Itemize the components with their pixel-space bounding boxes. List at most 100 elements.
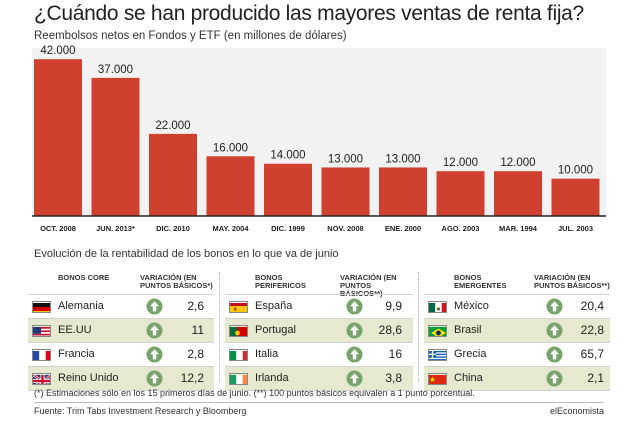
table-row: Grecia 65,7 — [424, 342, 610, 366]
country-name: Portugal — [255, 324, 296, 336]
country-name: Francia — [58, 348, 95, 360]
chart-subtitle: Reembolsos netos en Fondos y ETF (en mil… — [34, 30, 347, 42]
group-header: BONOS PERIFERICOS VARIACIÓN (EN PUNTOS BÁ… — [225, 270, 413, 298]
category-label: MAR. 1994 — [499, 224, 538, 233]
table-row: Francia 2,8 — [28, 342, 214, 366]
country-name: Brasil — [454, 324, 482, 336]
table-row: Portugal 28,6 — [225, 318, 413, 342]
country-name: China — [454, 372, 483, 384]
bar — [91, 77, 140, 216]
variation-value: 65,7 — [580, 347, 604, 361]
country-name: Italia — [255, 348, 279, 360]
bar-value-label: 16.000 — [213, 142, 248, 154]
category-label: DIC. 2010 — [156, 224, 190, 233]
country-name: Reino Unido — [58, 372, 119, 384]
table-row: España 9,9 — [225, 294, 413, 318]
bar-value-label: 42.000 — [40, 45, 75, 57]
it-flag-icon — [229, 349, 248, 361]
up-arrow-icon — [146, 346, 163, 363]
up-arrow-icon — [346, 322, 363, 339]
variation-value: 16 — [388, 347, 402, 361]
column-divider — [219, 272, 220, 382]
category-label: DIC. 1999 — [271, 224, 305, 233]
footer-rule — [34, 402, 604, 403]
table-row: China 2,1 — [424, 366, 610, 390]
bars-group: 42.000 OCT. 2008 37.000 JUN. 2013* 22.000 DIC… — [34, 45, 600, 233]
uk-flag-icon — [32, 373, 51, 385]
mx-flag-icon — [428, 301, 447, 313]
up-arrow-icon — [146, 298, 163, 315]
bar — [436, 171, 485, 216]
up-arrow-icon — [146, 370, 163, 387]
bar — [551, 178, 600, 216]
up-arrow-icon — [146, 322, 163, 339]
category-label: JUL. 2003 — [558, 224, 593, 233]
country-name: Grecia — [454, 348, 487, 360]
bar-value-label: 12.000 — [500, 157, 535, 169]
variation-value: 3,8 — [385, 371, 402, 385]
bar-value-label: 37.000 — [98, 64, 133, 76]
bar-value-label: 13.000 — [385, 153, 420, 165]
table-row: México 20,4 — [424, 294, 610, 318]
country-name: Alemania — [58, 300, 104, 312]
up-arrow-icon — [546, 346, 563, 363]
category-label: AGO. 2003 — [442, 224, 480, 233]
variation-header: VARIACIÓN (EN PUNTOS BÁSICOS**) — [534, 273, 610, 290]
category-label: NOV. 2008 — [327, 224, 363, 233]
brand-logo: elEconomista — [549, 406, 604, 416]
pt-flag-icon — [229, 325, 248, 337]
bar — [34, 59, 82, 217]
bar — [379, 167, 427, 216]
country-name: Irlanda — [255, 372, 289, 384]
bar — [494, 171, 542, 216]
column-divider — [418, 272, 419, 382]
bar-value-label: 22.000 — [155, 120, 190, 132]
up-arrow-icon — [546, 370, 563, 387]
variation-value: 2,6 — [187, 299, 204, 313]
bar — [149, 133, 197, 216]
bar-value-label: 14.000 — [270, 150, 305, 162]
bar-value-label: 10.000 — [558, 165, 593, 177]
table-row: EE.UU 11 — [28, 318, 214, 342]
variation-value: 11 — [191, 323, 204, 337]
table-row: Brasil 22,8 — [424, 318, 610, 342]
source-note: Fuente: Trim Tabs Investment Research y … — [34, 406, 247, 416]
variation-value: 9,9 — [385, 299, 402, 313]
gr-flag-icon — [428, 349, 447, 361]
up-arrow-icon — [346, 346, 363, 363]
cn-flag-icon — [428, 373, 447, 385]
bar-chart: 42.000 OCT. 2008 37.000 JUN. 2013* 22.000 DIC… — [32, 45, 606, 233]
ie-flag-icon — [229, 373, 248, 385]
variation-header: VARIACIÓN (EN PUNTOS BÁSICOS*) — [140, 273, 213, 290]
category-label: OCT. 2008 — [40, 224, 76, 233]
group-header: BONOS CORE VARIACIÓN (EN PUNTOS BÁSICOS*) — [28, 270, 214, 294]
bond-group: BONOS EMERGENTES VARIACIÓN (EN PUNTOS BÁS… — [424, 270, 610, 391]
variation-value: 2,8 — [187, 347, 204, 361]
variation-value: 22,8 — [580, 323, 604, 337]
variation-value: 12,2 — [180, 371, 204, 385]
table-row: Italia 16 — [225, 342, 413, 366]
table-row: Reino Unido 12,2 — [28, 366, 214, 390]
bar-value-label: 12.000 — [443, 157, 478, 169]
variation-value: 28,6 — [378, 323, 402, 337]
up-arrow-icon — [346, 370, 363, 387]
de-flag-icon — [32, 301, 51, 313]
group-name-header: BONOS EMERGENTES — [454, 273, 507, 290]
bar — [321, 167, 370, 216]
chart-title: ¿Cuándo se han producido las mayores ven… — [34, 2, 584, 25]
category-label: ENE. 2000 — [385, 224, 421, 233]
fr-flag-icon — [32, 349, 51, 361]
country-name: España — [255, 300, 293, 312]
category-label: MAY. 2004 — [213, 224, 250, 233]
group-header: BONOS EMERGENTES VARIACIÓN (EN PUNTOS BÁS… — [424, 270, 610, 294]
country-name: EE.UU — [58, 324, 92, 336]
es-flag-icon — [229, 301, 248, 313]
group-name-header: BONOS PERIFERICOS — [255, 273, 306, 290]
bar — [264, 163, 312, 216]
us-flag-icon — [32, 325, 51, 337]
table-heading: Evolución de la rentabilidad de los bono… — [34, 248, 339, 260]
category-label: JUN. 2013* — [96, 224, 135, 233]
bar — [206, 156, 255, 216]
variation-value: 20,4 — [580, 299, 604, 313]
up-arrow-icon — [546, 298, 563, 315]
